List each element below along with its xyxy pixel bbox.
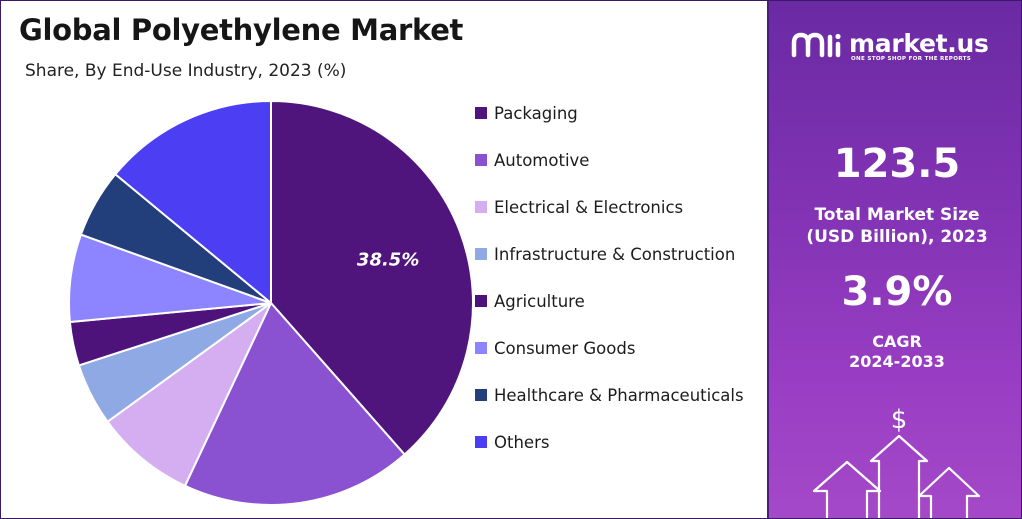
brand-tagline: ONE STOP SHOP FOR THE REPORTS [851,56,972,62]
brand-logo: market.us ONE STOP SHOP FOR THE REPORTS [791,29,1021,69]
pie-slice-others [113,99,272,306]
market-size-label-line1: Total Market Size [814,205,980,225]
chart-panel: Global Polyethylene Market Share, By End… [1,1,767,518]
legend-label: Consumer Goods [494,338,636,358]
legend-label: Packaging [494,103,578,123]
market-size-value: 123.5 [833,141,961,187]
legend-item-automotive: Automotive [475,148,589,172]
pie-slice-electrical-electronics [106,302,272,488]
legend-item-healthcare-pharmaceuticals: Healthcare & Pharmaceuticals [475,383,744,407]
legend-item-consumer-goods: Consumer Goods [475,336,635,360]
market-size-label: Total Market Size (USD Billion), 2023 [769,205,1021,249]
legend-label: Others [494,432,550,452]
legend-label: Automotive [494,150,590,170]
cagr-value: 3.9% [841,269,953,315]
legend-item-infrastructure-construction: Infrastructure & Construction [475,242,735,266]
stats-panel: market.us ONE STOP SHOP FOR THE REPORTS … [767,1,1021,518]
legend-swatch [475,154,487,166]
chart-subtitle: Share, By End-Use Industry, 2023 (%) [25,61,347,81]
legend-swatch [475,248,487,260]
legend-item-electrical-electronics: Electrical & Electronics [475,195,683,219]
legend-swatch [475,342,487,354]
legend-swatch [475,107,487,119]
dollar-icon: $ [891,405,908,435]
legend-swatch [475,436,487,448]
brand-name: market.us [849,29,989,58]
legend-label: Electrical & Electronics [494,197,684,217]
legend-swatch [475,295,487,307]
chart-title: Global Polyethylene Market [19,13,464,47]
data-label-packaging: 38.5% [357,250,419,271]
legend-label: Healthcare & Pharmaceuticals [494,385,744,405]
pie-chart: 38.5% [68,99,474,506]
legend-item-others: Others [475,430,549,454]
market-us-logo-icon [791,32,841,58]
market-size-label-line2: (USD Billion), 2023 [806,226,988,247]
cagr-label: CAGR 2024-2033 [769,332,1021,373]
pie-slice-automotive [183,301,406,506]
cagr-label-line1: CAGR [872,332,922,351]
legend-item-agriculture: Agriculture [475,289,585,313]
pie-slice-packaging [270,99,474,456]
cagr-label-line2: 2024-2033 [849,352,945,372]
legend-swatch [475,201,487,213]
legend-label: Infrastructure & Construction [494,244,736,264]
legend-swatch [475,389,487,401]
legend-label: Agriculture [494,291,585,311]
growth-arrows-icon: $ [812,405,981,518]
legend-item-packaging: Packaging [475,101,578,125]
